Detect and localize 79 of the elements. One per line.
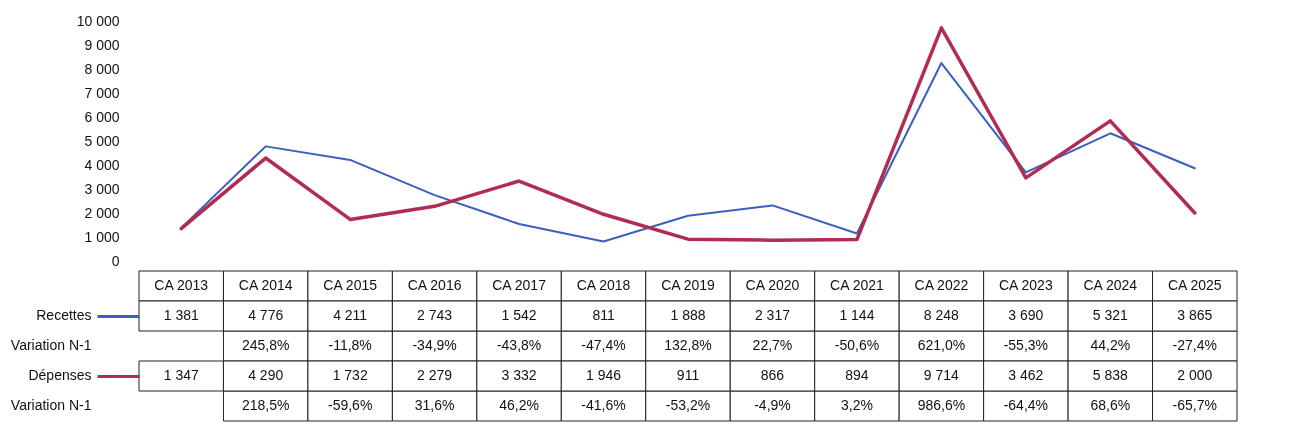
- data-label: 2 743: [417, 307, 453, 323]
- text: Variation N-1: [10, 397, 92, 413]
- text: -53,2%: [665, 397, 711, 413]
- text: -47,4%: [581, 337, 626, 353]
- data-label: 8 248: [923, 307, 960, 323]
- text: -64,4%: [1003, 397, 1049, 413]
- text: -34,9%: [412, 337, 457, 353]
- x-tick-label: CA 2024: [1083, 277, 1138, 293]
- data-label: 3 690: [1008, 307, 1044, 323]
- text: -55,3%: [1003, 337, 1049, 353]
- y-tick-label: 8 000: [84, 60, 120, 77]
- text: 218,5%: [241, 397, 290, 413]
- y-tick-label: 3 000: [84, 180, 120, 197]
- x-tick-label: CA 2015: [323, 277, 378, 293]
- data-label: 9 714: [923, 367, 960, 383]
- data-label: 3 332: [501, 367, 537, 383]
- data-label: 4 290: [248, 367, 284, 383]
- text: 621,0%: [917, 337, 966, 353]
- y-tick-label: 5 000: [84, 132, 120, 149]
- legend-label: Recettes: [36, 307, 92, 323]
- y-tick-label: 2 000: [84, 204, 120, 221]
- text: -65,7%: [1172, 397, 1217, 413]
- x-tick-label: CA 2013: [154, 277, 209, 293]
- y-tick-label: 1 000: [84, 228, 120, 245]
- data-label: 4 211: [333, 307, 368, 323]
- x-tick-label: CA 2018: [576, 277, 631, 293]
- line-series: [179, 26, 1197, 242]
- y-tick-label: 9 000: [84, 36, 120, 53]
- text: 245,8%: [241, 337, 290, 353]
- text: -4,9%: [754, 397, 791, 413]
- data-label: 1 542: [501, 307, 537, 323]
- text: -59,6%: [327, 397, 373, 413]
- text: 3,2%: [840, 397, 873, 413]
- x-tick-label: CA 2020: [745, 277, 800, 293]
- x-tick-label: CA 2016: [407, 277, 462, 293]
- data-label: 1 144: [839, 307, 875, 323]
- text: 31,6%: [414, 397, 455, 413]
- data-label: 1 888: [670, 307, 706, 323]
- text: -41,6%: [581, 397, 626, 413]
- x-tick-label: CA 2014: [238, 277, 293, 293]
- data-label: 866: [760, 367, 785, 383]
- data-label: 1 347: [163, 367, 199, 383]
- data-label: 4 776: [248, 307, 284, 323]
- text: 44,2%: [1090, 337, 1131, 353]
- y-tick-label: 0: [111, 252, 120, 269]
- data-label: 3 865: [1177, 307, 1213, 323]
- x-tick-label: CA 2017: [492, 277, 547, 293]
- y-tick-label: 4 000: [84, 156, 120, 173]
- text: -43,8%: [496, 337, 542, 353]
- data-label: 911: [676, 367, 700, 383]
- x-tick-label: CA 2019: [661, 277, 716, 293]
- text: 132,8%: [664, 337, 712, 353]
- text: -11,8%: [328, 337, 372, 353]
- text: Variation N-1: [10, 337, 92, 353]
- data-label: 2 279: [417, 367, 453, 383]
- data-label: 2 000: [1177, 367, 1213, 383]
- data-label: 5 838: [1092, 367, 1129, 383]
- text: -27,4%: [1172, 337, 1217, 353]
- text: 46,2%: [499, 397, 539, 413]
- y-tick-label: 6 000: [84, 108, 120, 125]
- text: 986,6%: [917, 397, 966, 413]
- x-tick-label: CA 2022: [914, 277, 969, 293]
- x-tick-label: CA 2023: [998, 277, 1053, 293]
- text: -50,6%: [834, 337, 880, 353]
- x-tick-label: CA 2021: [830, 277, 884, 293]
- data-label: 894: [845, 367, 869, 383]
- y-tick-label: 7 000: [84, 84, 120, 101]
- text: 68,6%: [1090, 397, 1131, 413]
- data-label: 3 462: [1008, 367, 1044, 383]
- data-label: 1 381: [163, 307, 199, 323]
- data-label: 2 317: [754, 307, 791, 323]
- x-tick-label: CA 2025: [1167, 277, 1222, 293]
- legend-label: Dépenses: [28, 367, 92, 383]
- data-label: 811: [592, 307, 615, 323]
- data-label: 1 732: [332, 367, 368, 383]
- y-tick-label: 10 000: [76, 12, 120, 29]
- text: 22,7%: [752, 337, 793, 353]
- data-label: 5 321: [1092, 307, 1129, 323]
- data-label: 1 946: [586, 367, 622, 383]
